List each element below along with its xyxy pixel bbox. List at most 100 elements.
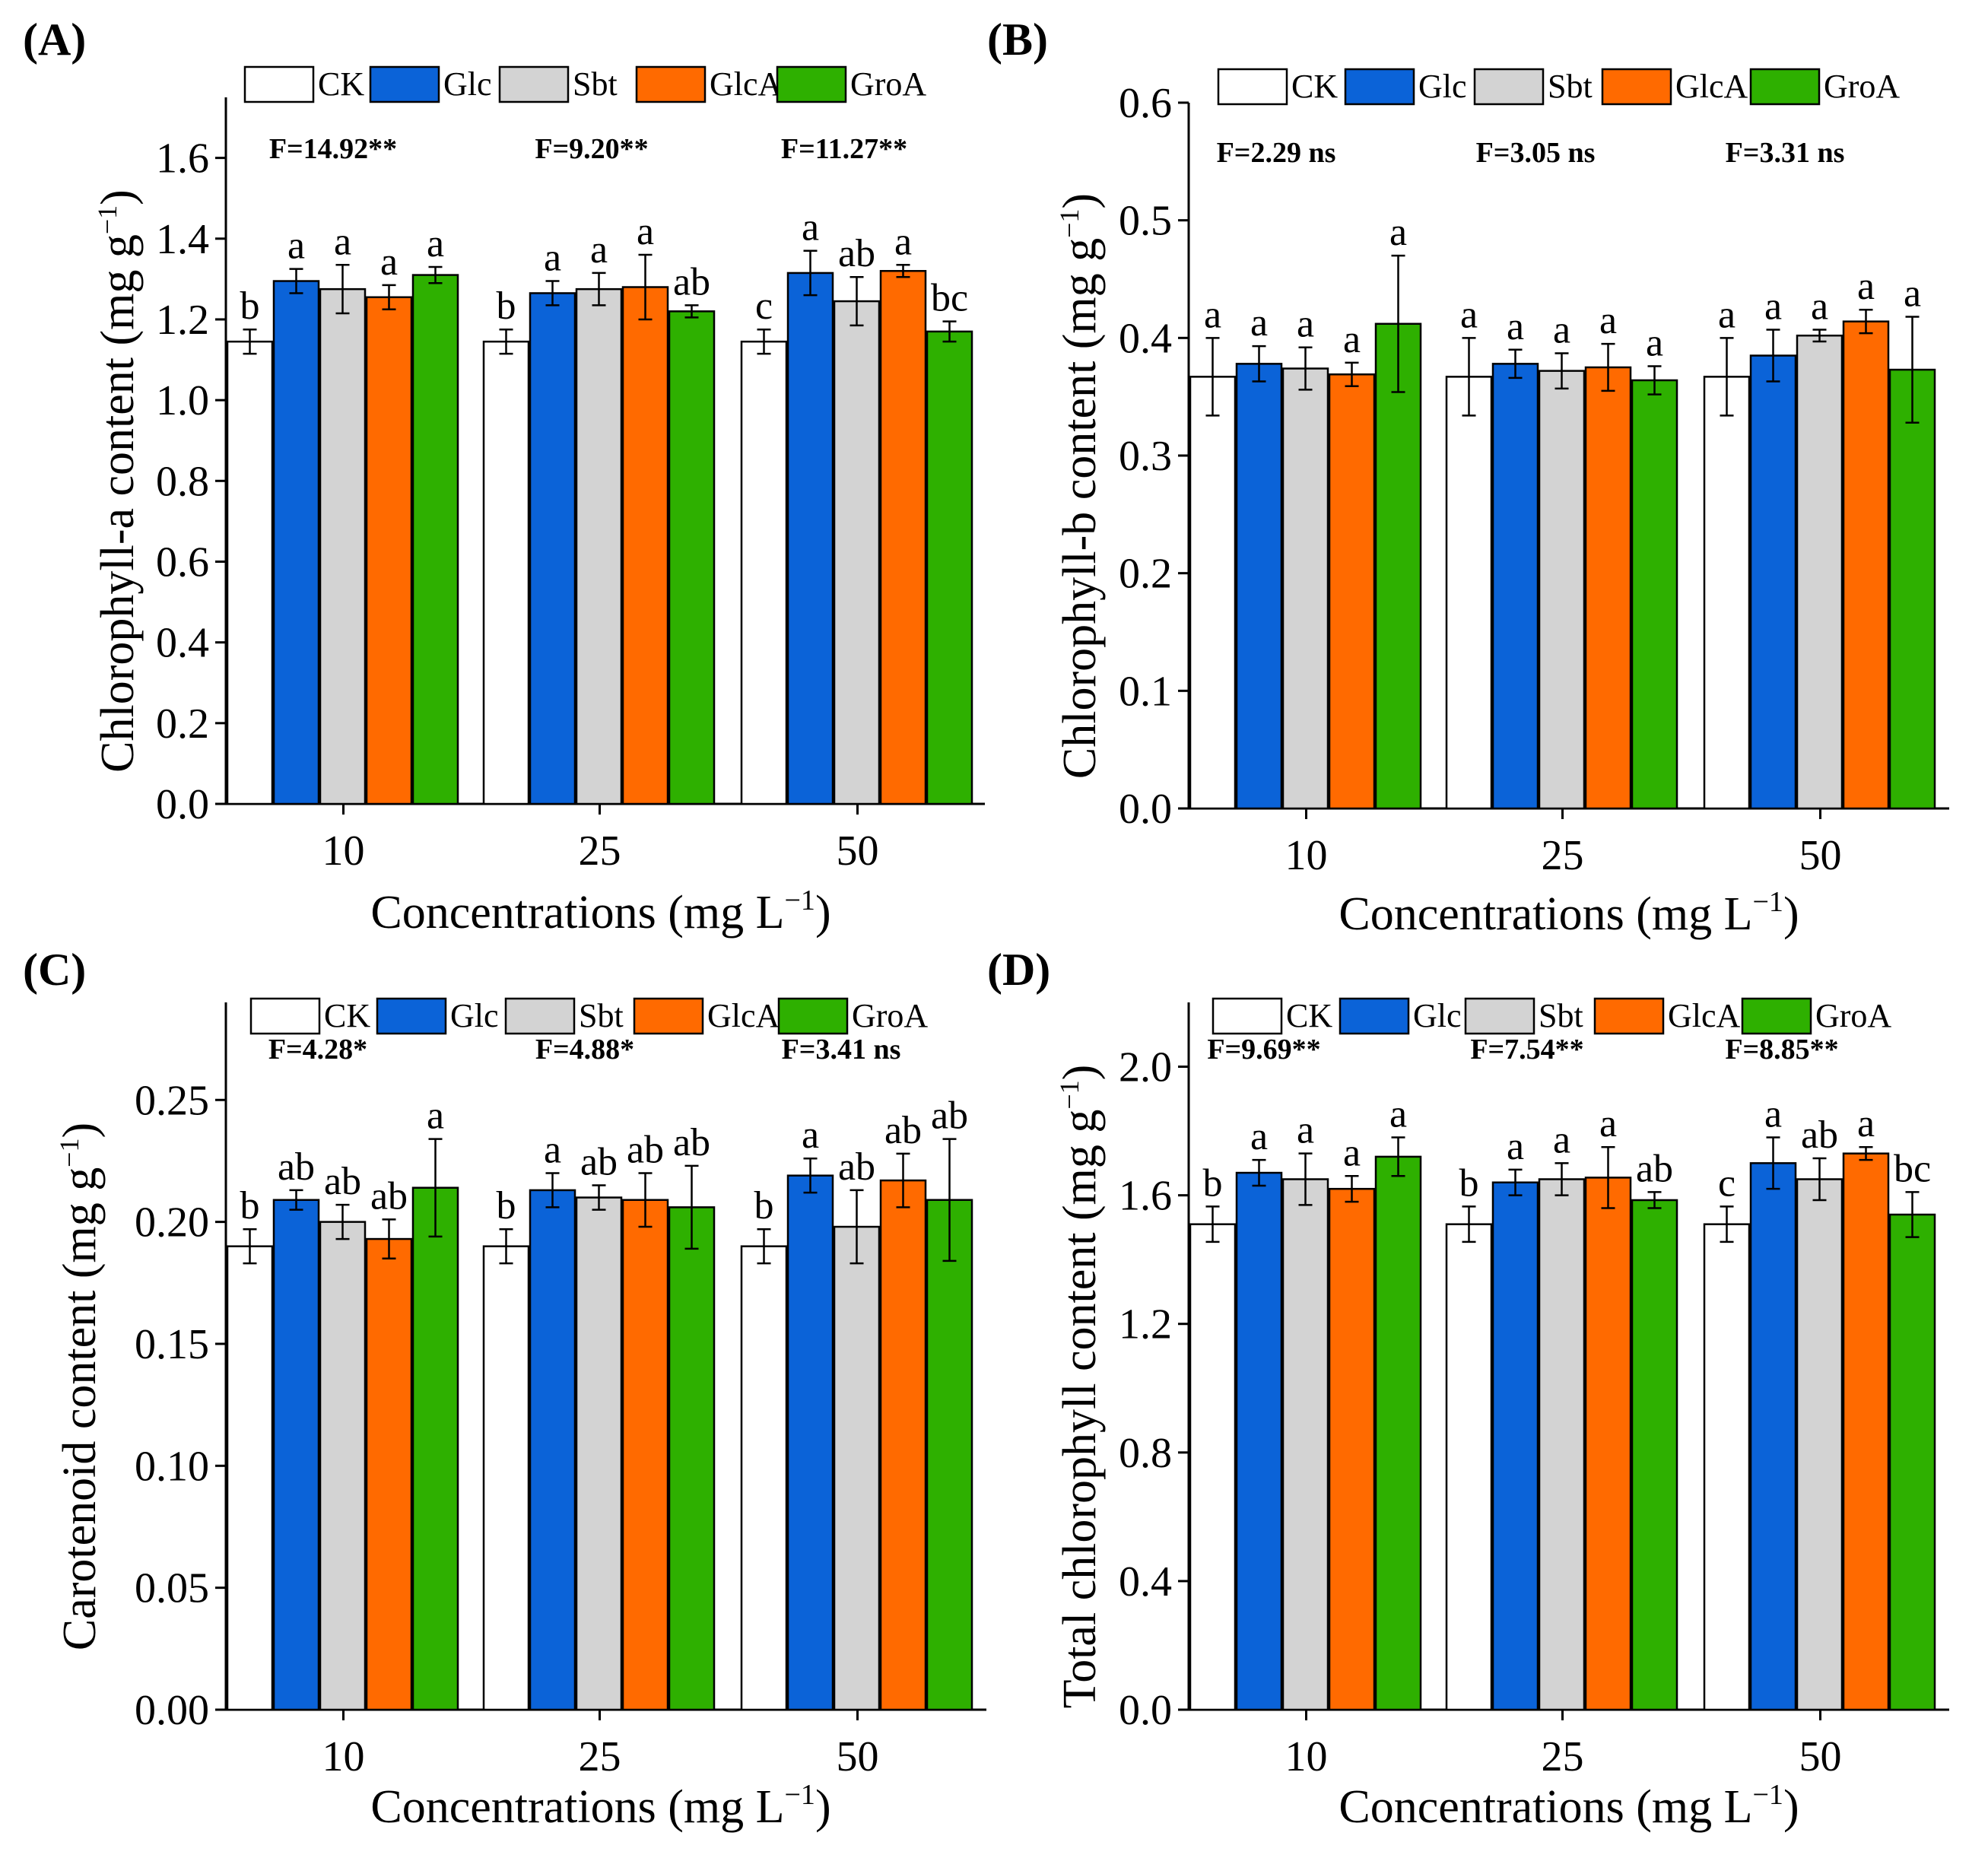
significance-letter: ab xyxy=(324,1160,361,1203)
significance-letter: a xyxy=(1599,1102,1617,1145)
y-tick-label: 0.5 xyxy=(1119,198,1172,245)
legend-label: GroA xyxy=(1824,68,1900,105)
y-axis-title-close: ) xyxy=(54,1123,106,1139)
bar-ck-10 xyxy=(1189,376,1237,810)
bar-glca-50 xyxy=(879,270,927,805)
x-axis-title-text: Concentrations (mg L xyxy=(370,887,784,939)
x-axis-title-sup: −1 xyxy=(785,1779,815,1811)
significance-letter: a xyxy=(1507,305,1524,348)
stat-annotation: F=14.92** xyxy=(269,133,397,165)
y-axis-title-text: Total chlorophyll content (mg g xyxy=(1054,1110,1106,1709)
x-tick-label: 25 xyxy=(1542,1733,1584,1780)
significance-letter: b xyxy=(240,1184,260,1228)
bar-groa-50 xyxy=(926,330,973,805)
y-tick-label: 0.4 xyxy=(1119,315,1172,362)
bar-sbt-10 xyxy=(1281,1178,1329,1711)
significance-letter: a xyxy=(1343,1131,1361,1174)
bar-sbt-50 xyxy=(1796,1178,1844,1711)
x-axis-title-close: ) xyxy=(1783,888,1799,940)
y-tick-label: 0.8 xyxy=(156,458,209,505)
x-axis-title: Concentrations (mg L−1) xyxy=(370,885,830,939)
significance-letter: bc xyxy=(931,277,968,320)
significance-letter: a xyxy=(1507,1125,1524,1168)
bar-sbt-10 xyxy=(1281,367,1329,810)
significance-letter: a xyxy=(287,224,305,268)
significance-letter: a xyxy=(1646,321,1663,364)
bar-sbt-50 xyxy=(833,300,881,805)
stat-annotation: F=3.31 ns xyxy=(1726,137,1845,169)
x-axis-title-close: ) xyxy=(1783,1781,1799,1833)
x-axis-title-sup: −1 xyxy=(1753,886,1783,918)
y-tick-label: 0.8 xyxy=(1119,1430,1172,1477)
x-tick-label: 10 xyxy=(1285,1733,1328,1780)
significance-letter: c xyxy=(1718,1161,1736,1205)
legend-label: GlcA xyxy=(1675,68,1748,105)
legend-swatch-glca xyxy=(1593,997,1665,1035)
bar-ck-50 xyxy=(1703,376,1751,810)
significance-letter: a xyxy=(1389,1093,1407,1136)
x-axis-title-sup: −1 xyxy=(1753,1779,1783,1811)
bar-groa-25 xyxy=(668,310,716,805)
y-tick-label: 1.0 xyxy=(156,377,209,424)
bar-glca-25 xyxy=(1584,366,1632,810)
legend-label: CK xyxy=(324,997,370,1034)
bar-sbt-50 xyxy=(833,1225,881,1711)
significance-letter: ab xyxy=(931,1094,968,1138)
y-tick-label: 0.1 xyxy=(1119,668,1172,715)
y-tick-label: 1.2 xyxy=(156,297,209,344)
bar-ck-25 xyxy=(1445,1223,1493,1711)
x-axis-title-sup: −1 xyxy=(785,885,815,916)
bar-glc-25 xyxy=(529,1189,576,1711)
panel-d: (D) 0.0 0.4 0.8 1.2 1.6 2.0 Total chlorophyll c… xyxy=(987,945,1949,1833)
y-tick-label: 0.4 xyxy=(156,620,209,667)
legend-swatch-glc xyxy=(1344,68,1415,106)
bar-sbt-25 xyxy=(1538,1178,1586,1711)
legend-label: GroA xyxy=(850,65,926,103)
x-axis-title-close: ) xyxy=(815,1781,831,1833)
bar-glca-25 xyxy=(621,1199,669,1711)
y-tick-label: 0.25 xyxy=(135,1077,209,1124)
legend-label: GlcA xyxy=(1668,997,1741,1034)
bar-sbt-25 xyxy=(575,1196,623,1711)
bar-groa-50 xyxy=(926,1199,973,1711)
bar-glc-25 xyxy=(529,292,576,805)
legend-swatch-glc xyxy=(1339,997,1410,1035)
stat-annotation: F=3.05 ns xyxy=(1476,137,1596,169)
x-tick-label: 50 xyxy=(1799,1733,1842,1780)
significance-letter: b xyxy=(754,1184,774,1228)
significance-letter: b xyxy=(1459,1161,1479,1205)
bar-groa-10 xyxy=(411,274,459,805)
significance-letter: ab xyxy=(627,1128,664,1171)
significance-letter: a xyxy=(894,220,912,263)
legend-swatch-sbt xyxy=(1473,68,1545,106)
legend-label: Glc xyxy=(450,997,499,1034)
y-tick-label: 0.3 xyxy=(1119,433,1172,480)
legend-swatch-groa xyxy=(1741,997,1812,1035)
bar-glc-50 xyxy=(1749,1162,1797,1711)
bar-ck-25 xyxy=(482,340,530,805)
bar-ck-10 xyxy=(226,340,274,805)
panel-label: (A) xyxy=(23,14,86,65)
x-tick-label: 10 xyxy=(1285,832,1328,879)
significance-letter: a xyxy=(1389,211,1407,254)
significance-letter: a xyxy=(380,240,398,284)
significance-letter: b xyxy=(1203,1161,1223,1205)
y-axis-title-sup: −1 xyxy=(54,1138,84,1167)
y-tick-label: 0.05 xyxy=(135,1565,209,1612)
significance-letter: a xyxy=(1811,285,1828,329)
bar-glc-25 xyxy=(1491,1181,1539,1711)
significance-letter: ab xyxy=(838,1145,875,1189)
significance-letter: a xyxy=(590,228,608,272)
y-tick-label: 0.4 xyxy=(1119,1558,1172,1606)
x-tick-label: 50 xyxy=(837,1733,879,1780)
legend-label: Glc xyxy=(1418,68,1467,105)
significance-letter: a xyxy=(1764,1093,1782,1136)
y-tick-label: 0.00 xyxy=(135,1687,209,1734)
significance-letter: a xyxy=(802,206,819,249)
stat-annotation: F=11.27** xyxy=(781,133,907,165)
x-axis-title: Concentrations (mg L−1) xyxy=(1339,886,1799,940)
y-axis-title-text: Carotenoid content (mg g xyxy=(54,1167,106,1650)
significance-letter: ab xyxy=(370,1174,408,1218)
stat-annotation: F=7.54** xyxy=(1470,1034,1583,1066)
bar-glca-10 xyxy=(1328,373,1376,810)
